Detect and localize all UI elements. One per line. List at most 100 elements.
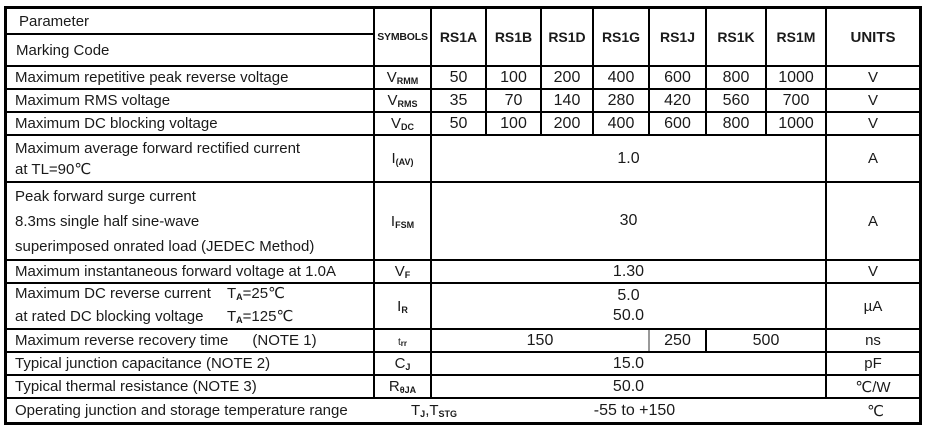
parameter-cell: Peak forward surge current 8.3ms single h…	[7, 183, 375, 259]
units-header: UNITS	[850, 28, 896, 46]
symbol-text: RθJA	[388, 378, 417, 395]
symbol-text: IFSM	[390, 212, 415, 230]
parameter-cell: Maximum DC reverse current TA=25℃ at rated…	[7, 284, 375, 328]
parameter-text: Typical junction capacitance (NOTE 2)	[15, 355, 271, 372]
value-line: 50.0	[612, 307, 645, 324]
spec-row-7: Maximum reverse recovery time (NOTE 1) trr…	[7, 330, 919, 353]
parameter-text: Operating junction and storage temperatu…	[15, 402, 348, 419]
symbol-text: VF	[394, 263, 411, 280]
parameter-cell: Maximum repetitive peak reverse voltage	[7, 67, 375, 88]
symbol-cell: IR	[375, 284, 432, 328]
parameter-cell: Maximum average forward rectified curren…	[7, 136, 375, 181]
value-cell: 50	[432, 67, 487, 88]
parameter-cell: Operating junction and storage temperatu…	[7, 399, 375, 422]
parameter-text: 8.3ms single half sine-wave	[15, 212, 200, 230]
value-cell: 1000	[767, 67, 827, 88]
value-cell: -55 to +150	[593, 401, 676, 419]
value-cell: 600	[650, 67, 707, 88]
parameter-text: Maximum repetitive peak reverse voltage	[15, 69, 289, 86]
value-cell: 800	[707, 113, 767, 134]
symbol-cell: VRMS	[375, 90, 432, 111]
symbol-cell: CJ	[375, 353, 432, 374]
value-cell: 560	[707, 90, 767, 111]
unit-cell: A	[867, 212, 878, 230]
header-row: Parameter Marking Code SYMBOLS RS1A RS1B…	[7, 9, 919, 67]
parameter-cell: Typical thermal resistance (NOTE 3)	[7, 376, 375, 397]
parameter-text: Maximum reverse recovery time	[15, 332, 229, 349]
value-cell: 70	[487, 90, 542, 111]
symbol-cell: VDC	[375, 113, 432, 134]
symbols-header: SYMBOLS	[375, 9, 432, 65]
column-header-part: RS1A	[432, 9, 487, 65]
spec-row-0: Maximum repetitive peak reverse voltage V…	[7, 67, 919, 90]
test-condition: TA=125℃	[227, 308, 294, 325]
spec-row-6: Maximum DC reverse current TA=25℃ at rated…	[7, 284, 919, 330]
unit-cell: pF	[864, 355, 882, 372]
unit-cell: A	[867, 150, 878, 167]
parameter-text: Maximum RMS voltage	[15, 92, 171, 109]
value-cell: 400	[594, 67, 650, 88]
symbol-text: VDC	[390, 115, 414, 132]
parameter-cell: Maximum reverse recovery time (NOTE 1)	[7, 330, 375, 351]
value-cell: 200	[542, 113, 594, 134]
symbol-cell: IFSM	[375, 183, 432, 259]
column-header-part: RS1K	[707, 9, 767, 65]
spec-row-1: Maximum RMS voltage VRMS 35 70 140 280 420 560 7…	[7, 90, 919, 113]
value-cell: 35	[432, 90, 487, 111]
value-cell: 100	[487, 113, 542, 134]
value-cell: 50	[432, 113, 487, 134]
value-cell: 700	[767, 90, 827, 111]
parameter-cell: Maximum instantaneous forward voltage at…	[7, 261, 375, 282]
value-cell: 420	[650, 90, 707, 111]
spec-row-2: Maximum DC blocking voltage VDC 50 100 200 40…	[7, 113, 919, 136]
symbol-text: TJ,TSTG	[411, 402, 458, 419]
note-reference: (NOTE 1)	[252, 332, 317, 349]
symbol-text: I(AV)	[391, 150, 414, 167]
value-cell: 200	[542, 67, 594, 88]
spec-row-4: Peak forward surge current 8.3ms single h…	[7, 183, 919, 261]
parameter-text: Typical thermal resistance (NOTE 3)	[15, 378, 257, 395]
value-cell: 5.0 50.0	[432, 284, 827, 328]
value-cell: 50.0	[432, 376, 827, 397]
value-cell: 150	[432, 330, 650, 351]
spec-row-9: Typical thermal resistance (NOTE 3) RθJA 5…	[7, 376, 919, 399]
unit-cell: V	[867, 92, 878, 109]
unit-cell: V	[867, 69, 878, 86]
symbol-cell: VF	[375, 261, 432, 282]
column-header-part: RS1J	[650, 9, 707, 65]
parameter-cell: Maximum DC blocking voltage	[7, 113, 375, 134]
symbol-cell: RθJA	[375, 376, 432, 397]
unit-cell: µA	[863, 297, 883, 315]
parameter-cell: Typical junction capacitance (NOTE 2)	[7, 353, 375, 374]
symbol-cell: trr	[375, 330, 432, 351]
symbol-cell: VRMM	[375, 67, 432, 88]
value-cell: 1.30	[432, 261, 827, 282]
value-cell: 500	[707, 330, 827, 351]
spec-row-5: Maximum instantaneous forward voltage at…	[7, 261, 919, 284]
symbol-text: VRMS	[387, 92, 418, 109]
marking-code-header-label: Marking Code	[16, 41, 110, 59]
unit-cell: V	[867, 115, 878, 132]
value-cell: 15.0	[432, 353, 827, 374]
symbol-text: IR	[397, 297, 408, 315]
value-cell: 600	[650, 113, 707, 134]
value-line: 5.0	[617, 287, 640, 304]
value-cell: 30	[432, 183, 827, 259]
symbol-text: VRMM	[386, 69, 419, 86]
parameter-header-cell: Parameter Marking Code	[7, 9, 375, 65]
unit-cell: ns	[865, 332, 881, 349]
parameter-cell: Maximum RMS voltage	[7, 90, 375, 111]
unit-cell: ℃/W	[855, 378, 891, 396]
parameter-text: Maximum DC reverse current	[15, 285, 211, 302]
value-cell: 140	[542, 90, 594, 111]
spec-table: Parameter Marking Code SYMBOLS RS1A RS1B…	[4, 6, 922, 425]
symbol-text: trr	[397, 337, 407, 348]
column-header-part: RS1M	[767, 9, 827, 65]
column-header-part: RS1B	[487, 9, 542, 65]
parameter-text: at TL=90℃	[15, 160, 92, 178]
value-cell: 1.0	[432, 136, 827, 181]
spec-row-3: Maximum average forward rectified curren…	[7, 136, 919, 183]
symbol-cell: TJ,TSTG	[375, 399, 457, 422]
symbol-cell: I(AV)	[375, 136, 432, 181]
unit-cell: ℃	[867, 402, 884, 420]
